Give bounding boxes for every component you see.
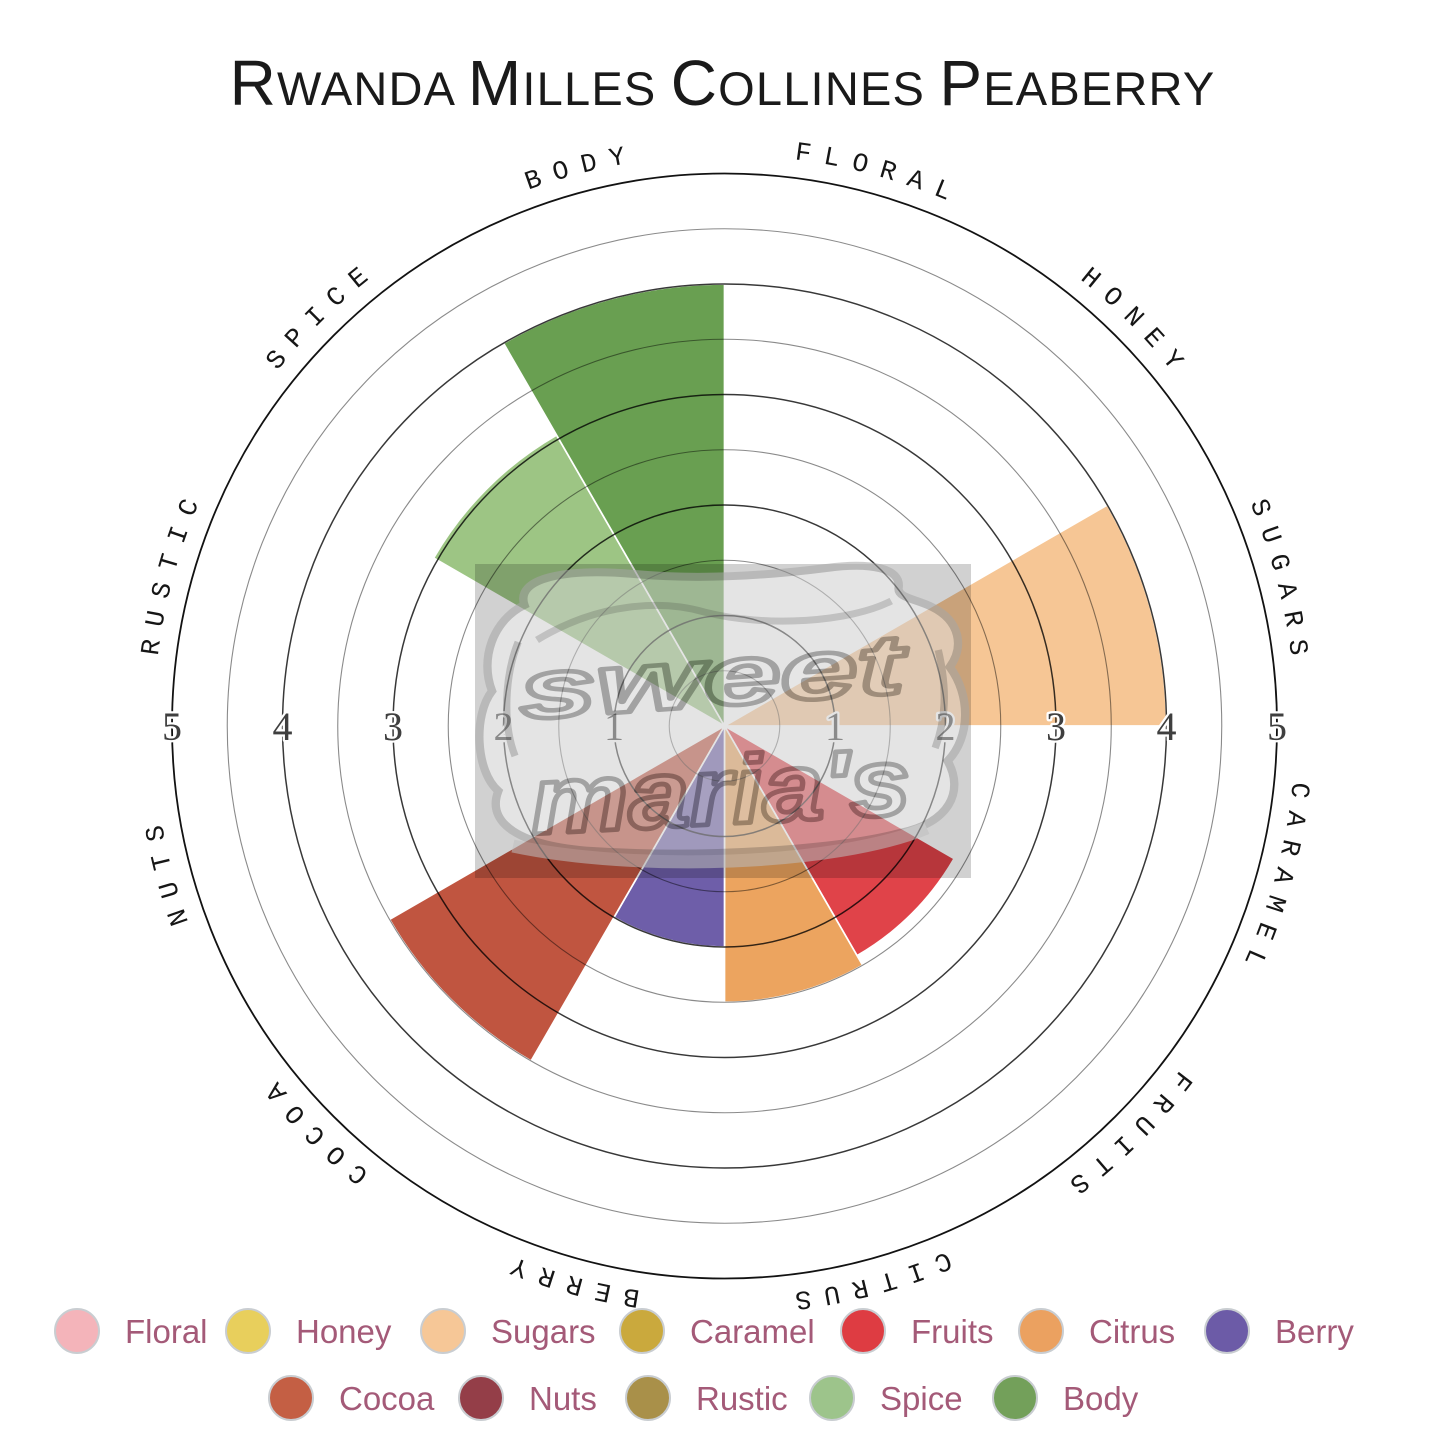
svg-text:R: R [1146, 1087, 1179, 1119]
svg-text:3: 3 [1046, 704, 1066, 749]
svg-text:C: C [300, 1118, 332, 1150]
svg-text:O: O [849, 148, 871, 181]
svg-text:F: F [1164, 1065, 1197, 1096]
svg-text:C: C [343, 1157, 374, 1190]
svg-text:maria's: maria's [528, 728, 913, 855]
svg-text:I: I [162, 522, 196, 547]
svg-text:T: T [146, 850, 179, 872]
svg-text:4: 4 [273, 704, 293, 749]
svg-text:U: U [153, 878, 186, 902]
svg-text:N: N [1117, 301, 1149, 333]
svg-text:C: C [1283, 781, 1315, 800]
svg-text:S: S [793, 1283, 813, 1315]
svg-text:L: L [821, 142, 842, 174]
svg-text:1: 1 [825, 704, 845, 749]
svg-text:R: R [849, 1271, 872, 1304]
svg-text:O: O [1096, 281, 1128, 314]
svg-text:O: O [549, 155, 573, 188]
svg-text:O: O [279, 1098, 312, 1130]
svg-text:G: G [1262, 551, 1295, 575]
svg-text:M: M [1258, 891, 1291, 915]
svg-text:A: A [1266, 864, 1299, 887]
svg-text:U: U [1127, 1108, 1160, 1140]
svg-text:U: U [821, 1278, 842, 1310]
svg-text:S: S [1281, 637, 1313, 657]
svg-text:R: R [563, 1268, 586, 1301]
svg-text:R: R [1276, 608, 1308, 629]
svg-text:L: L [1237, 944, 1271, 971]
svg-text:S: S [1063, 1166, 1094, 1199]
svg-text:5: 5 [1267, 704, 1287, 749]
svg-text:A: A [260, 1076, 293, 1107]
svg-text:F: F [793, 137, 813, 169]
svg-text:3: 3 [383, 704, 403, 749]
svg-text:R: R [136, 637, 168, 657]
svg-text:B: B [521, 164, 546, 198]
svg-text:R: R [535, 1259, 559, 1292]
svg-text:C: C [172, 495, 206, 521]
svg-text:I: I [903, 1255, 928, 1289]
svg-text:P: P [279, 322, 312, 354]
svg-text:C: C [321, 281, 353, 314]
svg-text:T: T [876, 1264, 900, 1297]
svg-text:R: R [1273, 837, 1306, 859]
svg-text:C: C [930, 1244, 956, 1278]
svg-text:B: B [621, 1280, 642, 1312]
svg-text:1: 1 [604, 704, 624, 749]
svg-text:A: A [1270, 579, 1303, 602]
svg-text:R: R [876, 155, 900, 188]
svg-text:5: 5 [162, 704, 182, 749]
svg-text:I: I [1107, 1128, 1139, 1161]
svg-text:A: A [1279, 809, 1311, 830]
svg-text:H: H [1075, 262, 1106, 295]
svg-text:I: I [300, 301, 332, 333]
svg-text:S: S [260, 345, 293, 376]
svg-text:Y: Y [607, 142, 628, 174]
svg-text:E: E [592, 1275, 614, 1308]
svg-text:U: U [1253, 522, 1287, 547]
svg-text:T: T [153, 551, 186, 575]
svg-text:S: S [140, 823, 172, 844]
svg-text:A: A [903, 164, 928, 198]
svg-text:O: O [321, 1138, 353, 1171]
svg-text:D: D [578, 148, 600, 181]
svg-text:Y: Y [1155, 345, 1188, 376]
svg-text:S: S [146, 579, 179, 601]
svg-text:E: E [1137, 322, 1170, 354]
svg-text:L: L [930, 174, 956, 208]
svg-text:T: T [1086, 1148, 1118, 1181]
svg-text:Y: Y [507, 1250, 533, 1284]
svg-text:N: N [162, 905, 196, 930]
svg-text:4: 4 [1157, 704, 1177, 749]
svg-text:E: E [343, 262, 374, 295]
svg-text:E: E [1248, 918, 1282, 943]
svg-text:S: S [1243, 495, 1277, 521]
svg-text:U: U [140, 608, 172, 629]
